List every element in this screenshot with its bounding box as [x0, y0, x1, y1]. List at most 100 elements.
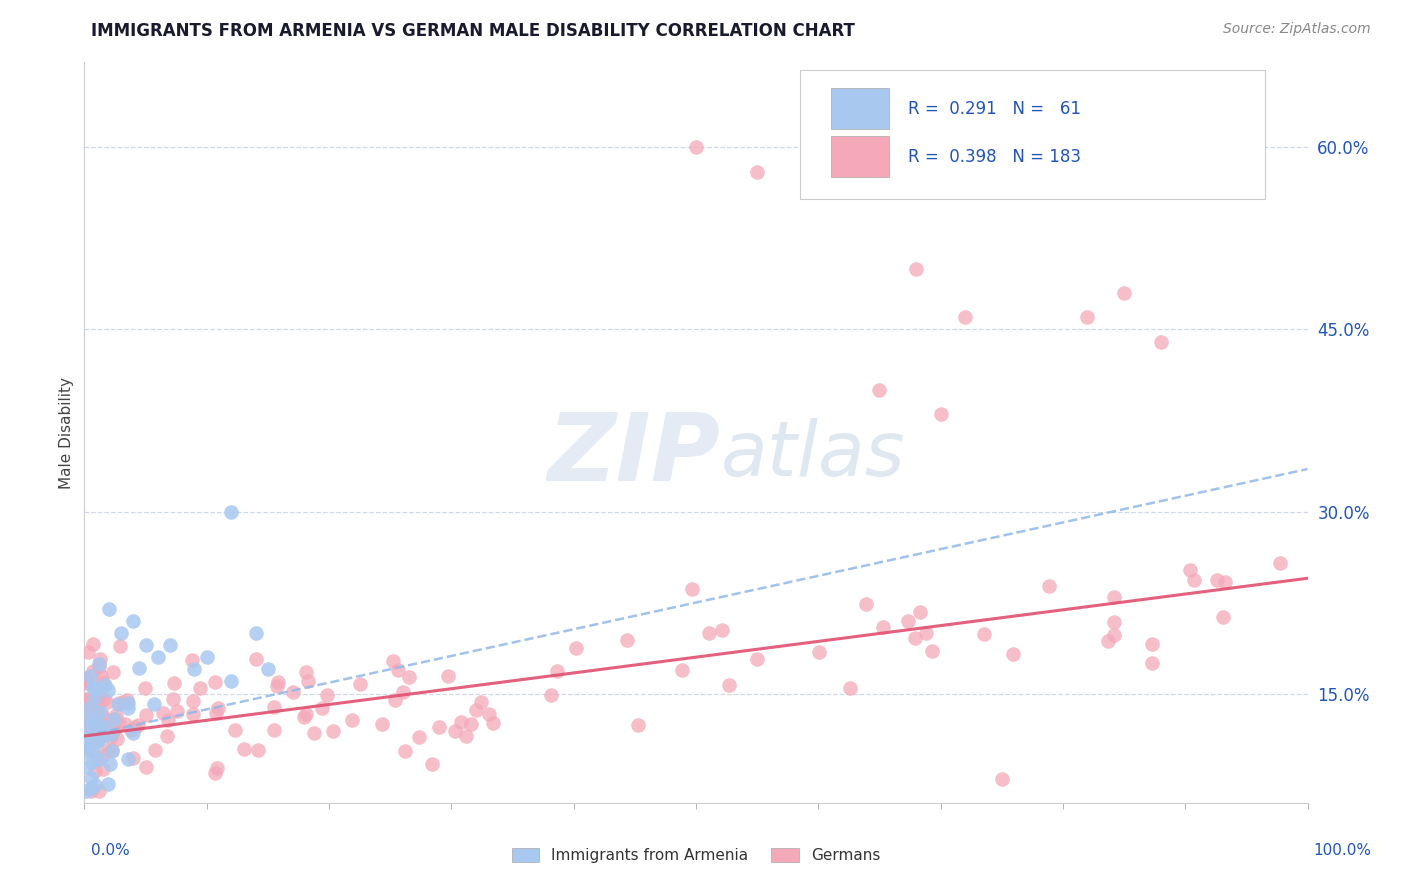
Point — [183, 707, 205, 722]
Point — [84, 713, 107, 727]
Point — [84, 719, 107, 733]
Point — [115, 693, 138, 707]
Point — [82, 755, 104, 769]
Point — [79, 706, 101, 720]
Point — [391, 685, 413, 699]
Point — [1038, 579, 1060, 593]
Point — [97, 777, 120, 791]
Point — [89, 705, 111, 719]
Point — [294, 665, 316, 679]
Point — [87, 752, 110, 766]
Point — [114, 716, 136, 731]
Point — [105, 731, 128, 746]
Point — [120, 723, 142, 737]
Point — [905, 261, 928, 276]
Point — [86, 718, 108, 732]
Point — [75, 676, 97, 690]
Point — [98, 757, 121, 772]
FancyBboxPatch shape — [800, 70, 1265, 200]
Point — [76, 732, 98, 747]
Point — [207, 701, 229, 715]
Point — [281, 684, 304, 698]
Point — [82, 664, 104, 678]
Point — [1213, 575, 1236, 590]
Point — [162, 692, 184, 706]
Point — [156, 729, 179, 743]
Point — [82, 716, 104, 731]
Point — [77, 728, 100, 742]
Point — [86, 717, 108, 731]
Point — [117, 752, 139, 766]
Point — [627, 718, 650, 732]
Point — [1205, 573, 1227, 587]
Point — [481, 715, 503, 730]
Point — [77, 739, 100, 754]
Point — [91, 674, 114, 689]
Point — [82, 681, 104, 695]
Point — [80, 783, 103, 797]
Point — [973, 627, 995, 641]
Text: atlas: atlas — [720, 417, 905, 491]
Point — [219, 504, 242, 518]
Point — [75, 672, 97, 686]
Point — [450, 714, 472, 729]
Point — [76, 760, 98, 774]
Point — [79, 669, 101, 683]
Point — [322, 724, 344, 739]
Point — [127, 718, 149, 732]
Point — [108, 696, 131, 710]
Point — [685, 140, 707, 154]
Point — [135, 760, 157, 774]
Point — [84, 702, 107, 716]
Point — [910, 605, 932, 619]
Point — [101, 742, 124, 756]
Point — [75, 742, 97, 756]
Point — [101, 744, 124, 758]
Point — [86, 723, 108, 738]
Point — [75, 693, 97, 707]
Point — [124, 720, 146, 734]
Point — [224, 723, 246, 737]
Point — [117, 700, 139, 714]
Point — [1097, 634, 1119, 648]
Point — [83, 696, 105, 710]
Point — [297, 674, 319, 689]
Point — [245, 626, 267, 640]
Point — [110, 639, 132, 653]
Point — [304, 726, 326, 740]
Point — [80, 705, 103, 719]
Point — [420, 757, 443, 772]
Point — [101, 723, 124, 737]
Point — [671, 663, 693, 677]
Point — [84, 735, 107, 749]
Point — [82, 744, 104, 758]
Point — [122, 614, 145, 628]
Point — [146, 650, 169, 665]
Point — [311, 700, 333, 714]
Point — [103, 713, 125, 727]
Point — [316, 688, 339, 702]
Point — [747, 652, 769, 666]
Point — [89, 689, 111, 703]
Point — [84, 714, 107, 729]
Point — [76, 645, 98, 659]
Point — [87, 734, 110, 748]
Point — [384, 692, 406, 706]
Point — [79, 771, 101, 785]
Point — [195, 650, 218, 665]
Point — [86, 696, 108, 710]
Y-axis label: Male Disability: Male Disability — [59, 376, 73, 489]
Legend: Immigrants from Armenia, Germans: Immigrants from Armenia, Germans — [505, 841, 887, 869]
Point — [84, 778, 107, 792]
Point — [991, 772, 1014, 786]
Point — [90, 709, 112, 723]
Point — [1140, 656, 1163, 670]
Point — [1052, 140, 1074, 154]
Point — [953, 310, 976, 325]
Point — [97, 742, 120, 756]
Point — [91, 706, 114, 721]
Point — [387, 663, 409, 677]
Point — [156, 713, 179, 727]
Point — [349, 677, 371, 691]
Point — [82, 637, 104, 651]
